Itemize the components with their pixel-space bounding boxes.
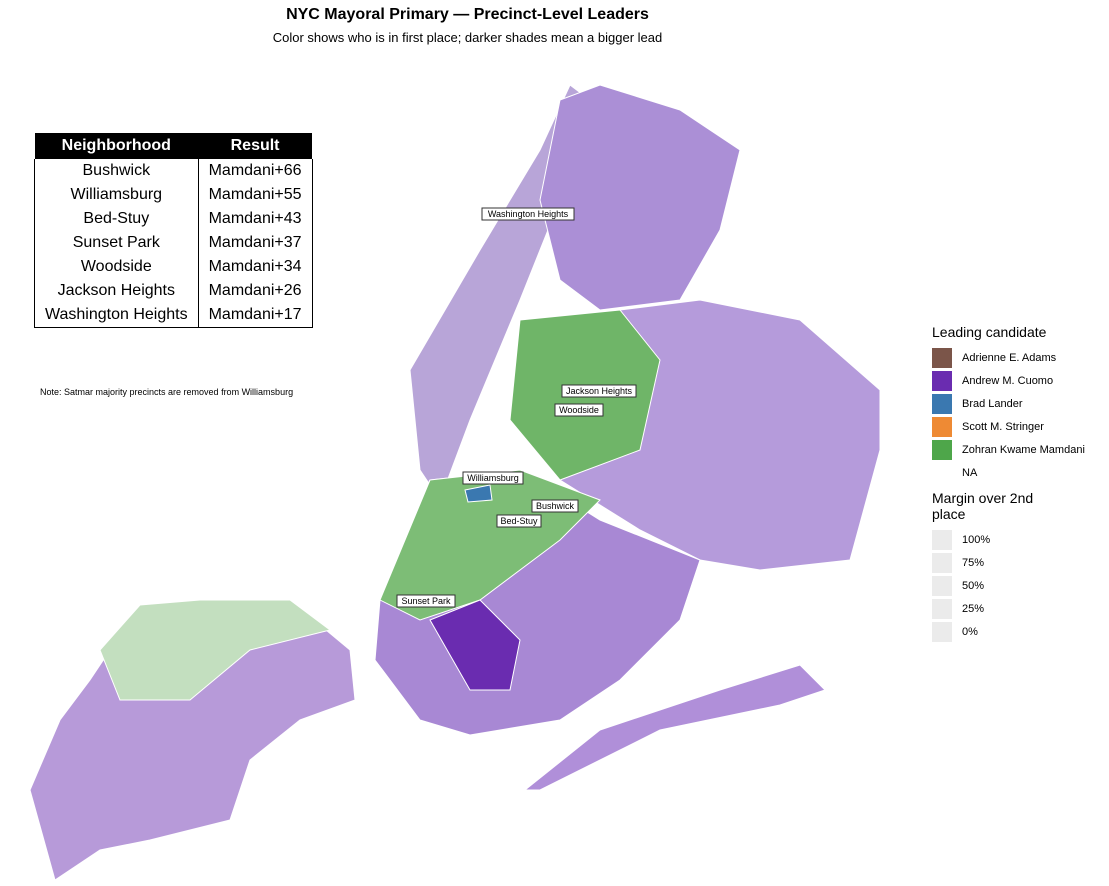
legend-label: Andrew M. Cuomo — [962, 374, 1054, 387]
legend-swatch — [932, 416, 952, 437]
label-box — [561, 384, 637, 398]
margin-item: 0% — [932, 620, 1085, 643]
table-cell: Mamdani+43 — [197, 207, 313, 231]
table-cell: Mamdani+17 — [197, 303, 313, 328]
legend-swatch — [932, 347, 952, 368]
table-cell: Washington Heights — [34, 303, 199, 328]
legend-item: Zohran Kwame Mamdani — [932, 438, 1085, 461]
table-cell: Jackson Heights — [34, 279, 199, 303]
map-label: Bed-Stuy — [500, 516, 538, 526]
williamsburg-lander — [464, 484, 493, 503]
label-box — [496, 514, 542, 528]
margin-label: 0% — [962, 625, 978, 638]
label-box — [396, 594, 456, 608]
staten-north — [99, 599, 332, 701]
rockaway — [523, 664, 826, 791]
table-cell: Mamdani+37 — [197, 231, 313, 255]
table-cell: Mamdani+55 — [197, 183, 313, 207]
margin-title: Margin over 2nd place — [932, 490, 1034, 522]
map-labels: Washington Heights Jackson Heights Woods… — [396, 207, 637, 608]
borough-park — [429, 599, 521, 691]
margin-item: 50% — [932, 574, 1085, 597]
subtitle: Color shows who is in first place; darke… — [272, 30, 663, 45]
table-row: Jackson Heights Mamdani+26 — [34, 279, 313, 303]
legend-item: Scott M. Stringer — [932, 415, 1085, 438]
note: Note: Satmar majority precincts are remo… — [40, 387, 294, 397]
table-row: Bushwick Mamdani+66 — [34, 159, 313, 183]
label-box — [462, 471, 524, 485]
margin-label: 50% — [962, 579, 985, 592]
table-cell: Mamdani+66 — [197, 159, 313, 183]
map-label: Washington Heights — [488, 209, 569, 219]
margin-swatch — [932, 621, 952, 642]
legend-item: NA — [932, 461, 1085, 484]
table-cell: Williamsburg — [34, 183, 199, 207]
table-cell: Bushwick — [34, 159, 199, 183]
legend-label: Scott M. Stringer — [962, 420, 1044, 433]
label-box — [554, 403, 604, 417]
column-header: Neighborhood — [34, 133, 199, 159]
legend-swatch — [932, 463, 952, 483]
margin-swatch — [932, 575, 952, 596]
column-header: Result — [198, 133, 313, 159]
legend-item: Andrew M. Cuomo — [932, 369, 1085, 392]
margin-label: 25% — [962, 602, 985, 615]
legend-swatch — [932, 370, 952, 391]
map-label: Sunset Park — [401, 596, 451, 606]
title: NYC Mayoral Primary — Precinct-Level Lea… — [286, 6, 649, 23]
margin-swatch — [932, 529, 952, 550]
table-row: Woodside Mamdani+34 — [34, 255, 313, 279]
label-box — [481, 207, 575, 221]
table-cell: Sunset Park — [34, 231, 199, 255]
legend-label: NA — [962, 466, 978, 479]
margin-label: 75% — [962, 556, 985, 569]
margin-item: 100% — [932, 528, 1085, 551]
results-table: Neighborhood Result Bushwick Mamdani+66 Will… — [34, 133, 313, 328]
table-cell: Woodside — [34, 255, 199, 279]
table-row: Bed-Stuy Mamdani+43 — [34, 207, 313, 231]
legend-label: Zohran Kwame Mamdani — [962, 443, 1085, 456]
map-label: Williamsburg — [467, 473, 519, 483]
legend-label: Adrienne E. Adams — [962, 351, 1057, 364]
bronx — [539, 84, 741, 311]
legend-title: Leading candidate — [932, 324, 1047, 340]
map-label: Jackson Heights — [566, 386, 633, 396]
legend-item: Brad Lander — [932, 392, 1085, 415]
table-cell: Bed-Stuy — [34, 207, 199, 231]
boroughs — [29, 84, 881, 881]
table-cell: Mamdani+26 — [197, 279, 313, 303]
margin-swatch — [932, 552, 952, 573]
margin-label: 100% — [962, 533, 991, 546]
legend-label: Brad Lander — [962, 397, 1023, 410]
legend: Leading candidate Adrienne E. Adams Andre… — [932, 324, 1085, 643]
table-header: Neighborhood Result — [34, 133, 313, 159]
table-row: Sunset Park Mamdani+37 — [34, 231, 313, 255]
table-row: Washington Heights Mamdani+17 — [34, 303, 313, 328]
legend-item: Adrienne E. Adams — [932, 346, 1085, 369]
map-label: Bushwick — [536, 501, 575, 511]
map-label: Woodside — [559, 405, 599, 415]
legend-swatch — [932, 393, 952, 414]
margin-item: 75% — [932, 551, 1085, 574]
legend-swatch — [932, 439, 952, 460]
table-cell: Mamdani+34 — [197, 255, 313, 279]
table-row: Williamsburg Mamdani+55 — [34, 183, 313, 207]
margin-item: 25% — [932, 597, 1085, 620]
margin-swatch — [932, 598, 952, 619]
label-box — [531, 499, 579, 513]
